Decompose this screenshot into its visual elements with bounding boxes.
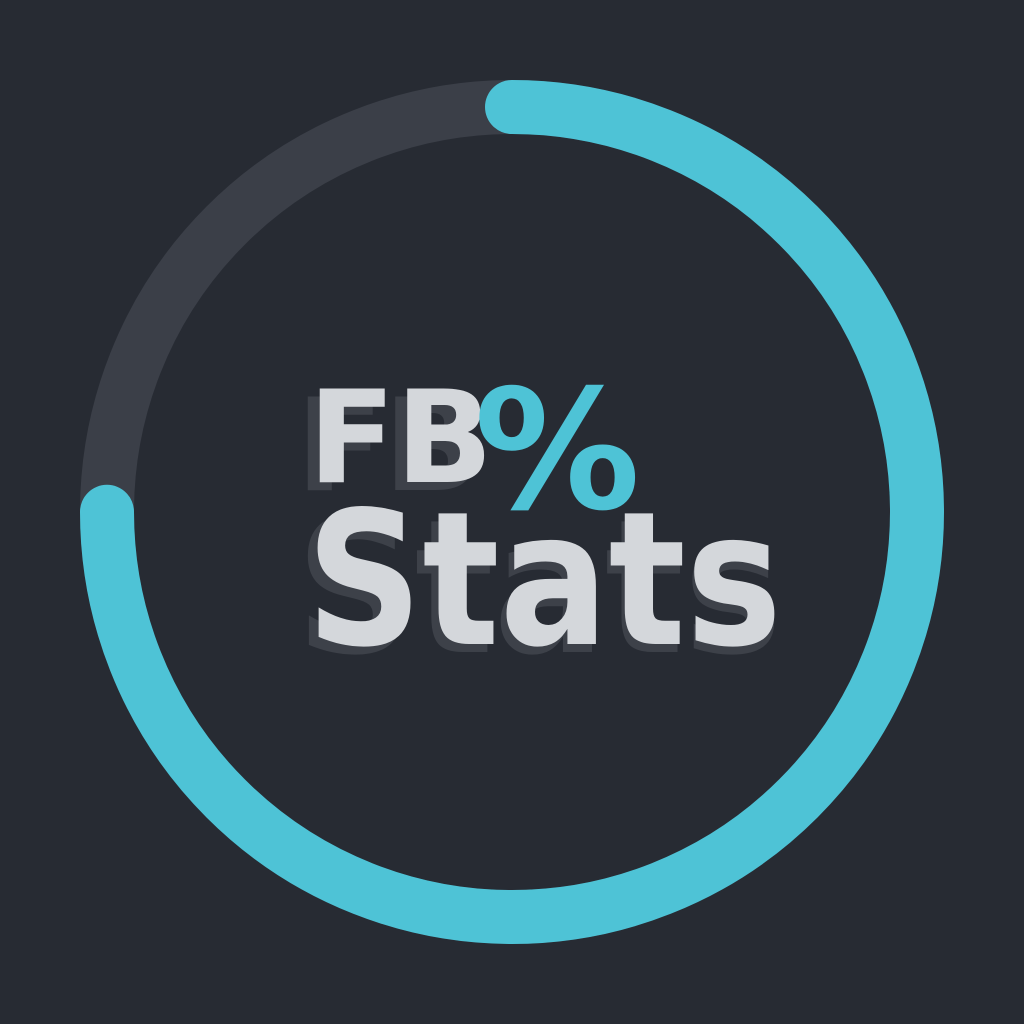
wordmark-fb: FB: [308, 364, 493, 513]
wordmark: FB % Stats: [306, 355, 782, 688]
wordmark-shadow: FB Stats: [296, 372, 782, 696]
wordmark-fb-shadow: FB: [296, 372, 481, 521]
wordmark-stats-shadow: Stats: [296, 479, 782, 696]
progress-ring-arc: [80, 80, 944, 944]
wordmark-stats: Stats: [306, 471, 782, 688]
percent-symbol: %: [474, 355, 640, 548]
